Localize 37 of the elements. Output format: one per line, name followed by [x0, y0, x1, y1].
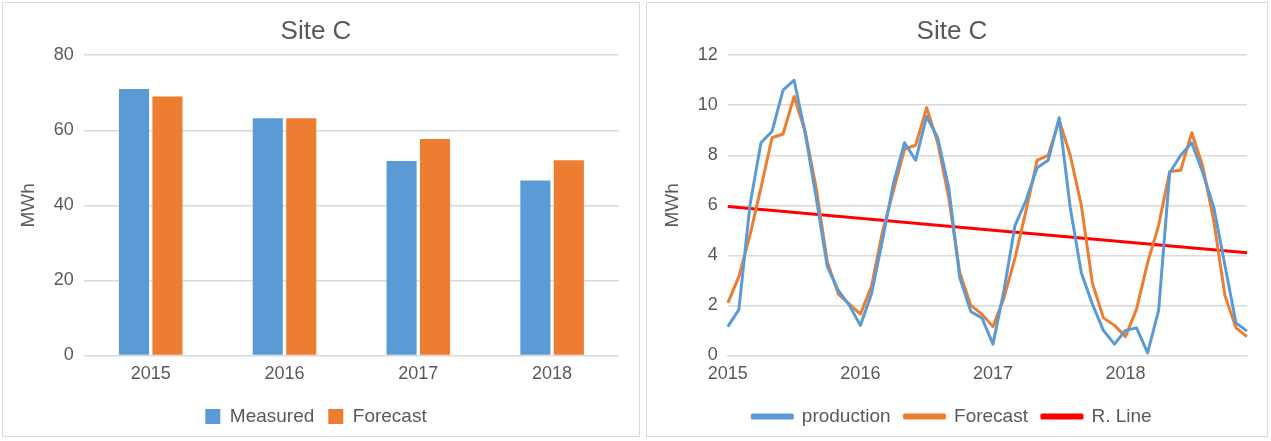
y-tick-label: 40 [53, 194, 74, 215]
bar [419, 138, 451, 355]
x-tick-label: 2016 [264, 363, 305, 384]
legend-label: Measured [229, 404, 315, 426]
y-tick-label: 10 [697, 94, 718, 115]
x-tick-label: 2015 [130, 363, 171, 384]
chart-title: Site C [280, 14, 352, 45]
legend-label: Forecast [352, 404, 428, 426]
bar [553, 160, 584, 355]
y-tick-label: 60 [53, 119, 74, 140]
legend-label: R. Line [1091, 404, 1152, 426]
bar [386, 161, 417, 355]
y-axis-title: MWh [660, 183, 682, 228]
x-tick-label: 2017 [398, 363, 439, 384]
y-tick-label: 20 [53, 269, 74, 290]
y-axis-title: MWh [16, 183, 38, 228]
y-tick-label: 12 [697, 44, 718, 65]
y-tick-label: 8 [707, 144, 718, 165]
legend-label: Forecast [954, 404, 1029, 426]
legend-label: production [801, 404, 891, 426]
y-tick-label: 4 [707, 244, 718, 265]
y-tick-label: 80 [53, 44, 74, 65]
x-tick-label: 2017 [972, 363, 1013, 384]
bar [252, 118, 283, 355]
bar [152, 96, 183, 355]
chart-title: Site C [916, 14, 988, 45]
x-tick-label: 2018 [1105, 363, 1146, 384]
y-tick-label: 2 [707, 294, 718, 315]
y-tick-label: 0 [707, 344, 718, 365]
bar [520, 180, 551, 355]
bar [286, 118, 317, 355]
y-tick-label: 6 [707, 194, 718, 215]
bar [118, 88, 150, 355]
x-tick-label: 2018 [532, 363, 573, 384]
y-tick-label: 0 [63, 344, 74, 365]
x-tick-label: 2015 [707, 363, 748, 384]
x-tick-label: 2016 [840, 363, 881, 384]
